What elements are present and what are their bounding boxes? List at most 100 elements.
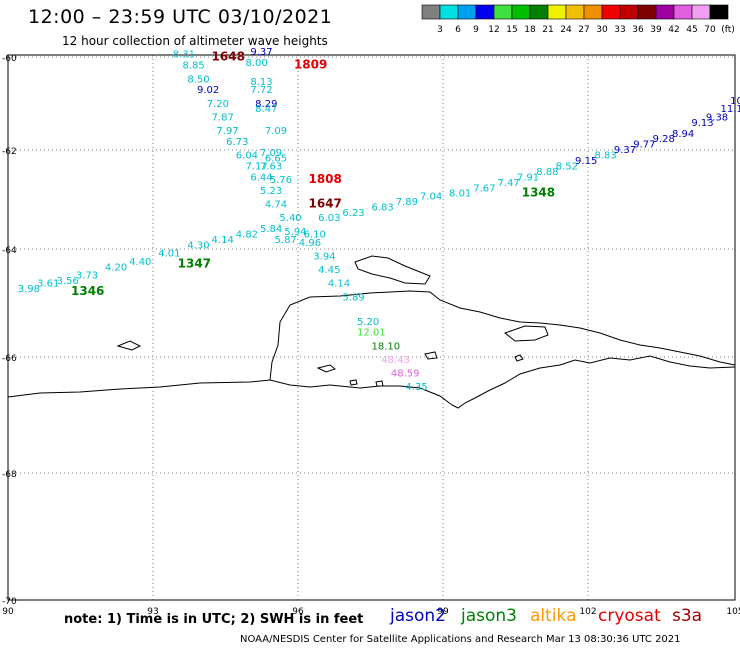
x-tick-label: 102 [579, 607, 596, 617]
wave-height-point: 4.20 [105, 262, 127, 273]
wave-height-point: 5.20 [357, 317, 379, 328]
colorbar-tick: 33 [614, 25, 625, 35]
wave-height-point: 8.29 [255, 99, 277, 110]
wave-height-point: 9.37 [614, 145, 636, 156]
y-tick-label: -62 [2, 147, 17, 157]
satellite-cryosat: cryosat [598, 606, 661, 626]
colorbar-tick: 15 [506, 25, 517, 35]
wave-height-point: 5.84 [260, 224, 282, 235]
x-tick-label: 99 [437, 607, 449, 617]
colorbar: 3 6 9 12 15 18 21 24 27 30 33 36 39 42 45 70 (ft) [421, 4, 735, 35]
colorbar-tick: 24 [560, 25, 572, 35]
wave-height-point: 8.13 [250, 77, 272, 88]
coastline [7, 255, 736, 409]
wave-height-point: 4.74 [265, 200, 287, 211]
wave-height-point: 3.73 [76, 270, 98, 281]
time-label: 1647 [308, 197, 341, 211]
island-3 [116, 340, 142, 351]
island-5 [424, 351, 438, 360]
wave-height-point: 8.52 [556, 161, 578, 172]
wave-height-point: 8.47 [255, 104, 277, 115]
wave-height-point: 4.96 [299, 238, 321, 249]
wave-height-point: 6.23 [342, 208, 364, 219]
time-label: 1809 [294, 58, 327, 72]
colorbar-tick: 45 [686, 25, 697, 35]
x-tick-label: 93 [147, 607, 158, 617]
colorbar-tick: 27 [578, 25, 589, 35]
wave-height-point: 7.63 [260, 161, 282, 172]
wave-height-point: 3.94 [313, 251, 335, 262]
wave-height-point: 4.14 [328, 279, 350, 290]
coastline-main [7, 290, 736, 398]
wave-height-point: 8.88 [536, 167, 558, 178]
wave-height-point: 12.01 [357, 328, 386, 339]
wave-height-point: 7.97 [216, 126, 238, 137]
wave-height-point: 5.40 [279, 213, 301, 224]
island-6 [349, 379, 358, 386]
wave-height-point: 3.56 [56, 276, 78, 287]
wave-height-point: 5.76 [270, 175, 292, 186]
chart-title: 12:00 – 23:59 UTC 03/10/2021 [28, 6, 333, 28]
colorbar-swatch [709, 4, 729, 20]
credit-line: NOAA/NESDIS Center for Satellite Applica… [240, 634, 681, 645]
wave-height-point: 5.87 [275, 235, 297, 246]
wave-height-point: 8.01 [449, 189, 471, 200]
wave-height-point: 48.43 [381, 355, 410, 366]
wave-height-point: 9.13 [691, 118, 713, 129]
colorbar-tick: (ft) [721, 25, 735, 35]
coastline-south [269, 355, 736, 409]
y-tick-label: -60 [2, 54, 17, 64]
wave-height-point: 7.72 [250, 85, 272, 96]
time-label: 1347 [178, 257, 211, 271]
colorbar-tick: 3 [437, 25, 443, 35]
wave-height-point: 5.94 [284, 227, 306, 238]
colorbar-tick: 21 [542, 25, 553, 35]
satellite-jason2: jason2 [390, 606, 446, 626]
time-label: 1346 [71, 284, 104, 298]
wave-height-point: 7.17 [245, 161, 267, 172]
wave-height-point: 9.37 [250, 47, 272, 58]
island-2 [503, 325, 549, 342]
island-4 [316, 364, 337, 373]
wave-height-point: 6.10 [304, 230, 326, 241]
wave-height-point: 10.42 [730, 96, 740, 107]
satellite-altika: altika [530, 606, 577, 626]
island-8 [514, 354, 524, 362]
wave-height-point: 4.40 [129, 257, 151, 268]
wave-height-point: 7.89 [396, 197, 418, 208]
wave-height-point: 4.30 [187, 240, 209, 251]
wave-height-point: 4.45 [318, 265, 340, 276]
wave-height-point: 9.15 [575, 156, 597, 167]
wave-height-point: 5.23 [260, 186, 282, 197]
wave-height-point: 8.31 [173, 50, 195, 61]
time-label: 1648 [212, 49, 245, 63]
island-7 [375, 380, 384, 387]
wave-height-point: 7.20 [207, 99, 229, 110]
wave-height-point: 8.85 [182, 61, 204, 72]
wave-height-point: 6.04 [236, 151, 258, 162]
wave-height-point: 7.91 [517, 172, 539, 183]
colorbar-tick: 36 [632, 25, 644, 35]
wave-height-labels: 8.31 9.378.008.858.509.028.137.727.20 8.29… [18, 47, 740, 393]
wave-height-point: 3.98 [18, 284, 40, 295]
wave-height-point: 6.83 [372, 202, 394, 213]
wave-height-point: 7.47 [498, 178, 520, 189]
wave-height-point: 8.00 [245, 58, 267, 69]
wave-height-point: 7.04 [420, 191, 442, 202]
colorbar-tick: 70 [704, 25, 716, 35]
x-tick-label: 105 [726, 607, 740, 617]
y-tick-label: -68 [2, 470, 17, 480]
x-tick-label: 96 [292, 607, 304, 617]
wave-height-point: 8.50 [187, 74, 209, 85]
wave-height-point: 6.65 [265, 153, 287, 164]
wave-height-point: 8.94 [672, 129, 694, 140]
satellite-s3a: s3a [672, 606, 703, 626]
x-axis: 90 93 96 99 102 105 [2, 607, 740, 617]
wave-height-point: 5.89 [342, 292, 364, 303]
wave-height-point: 9.77 [633, 140, 655, 151]
wave-height-point: 4.14 [212, 235, 234, 246]
colorbar-tick: 18 [524, 25, 536, 35]
wave-height-point: 6.44 [250, 172, 272, 183]
y-tick-label: -64 [2, 246, 17, 256]
